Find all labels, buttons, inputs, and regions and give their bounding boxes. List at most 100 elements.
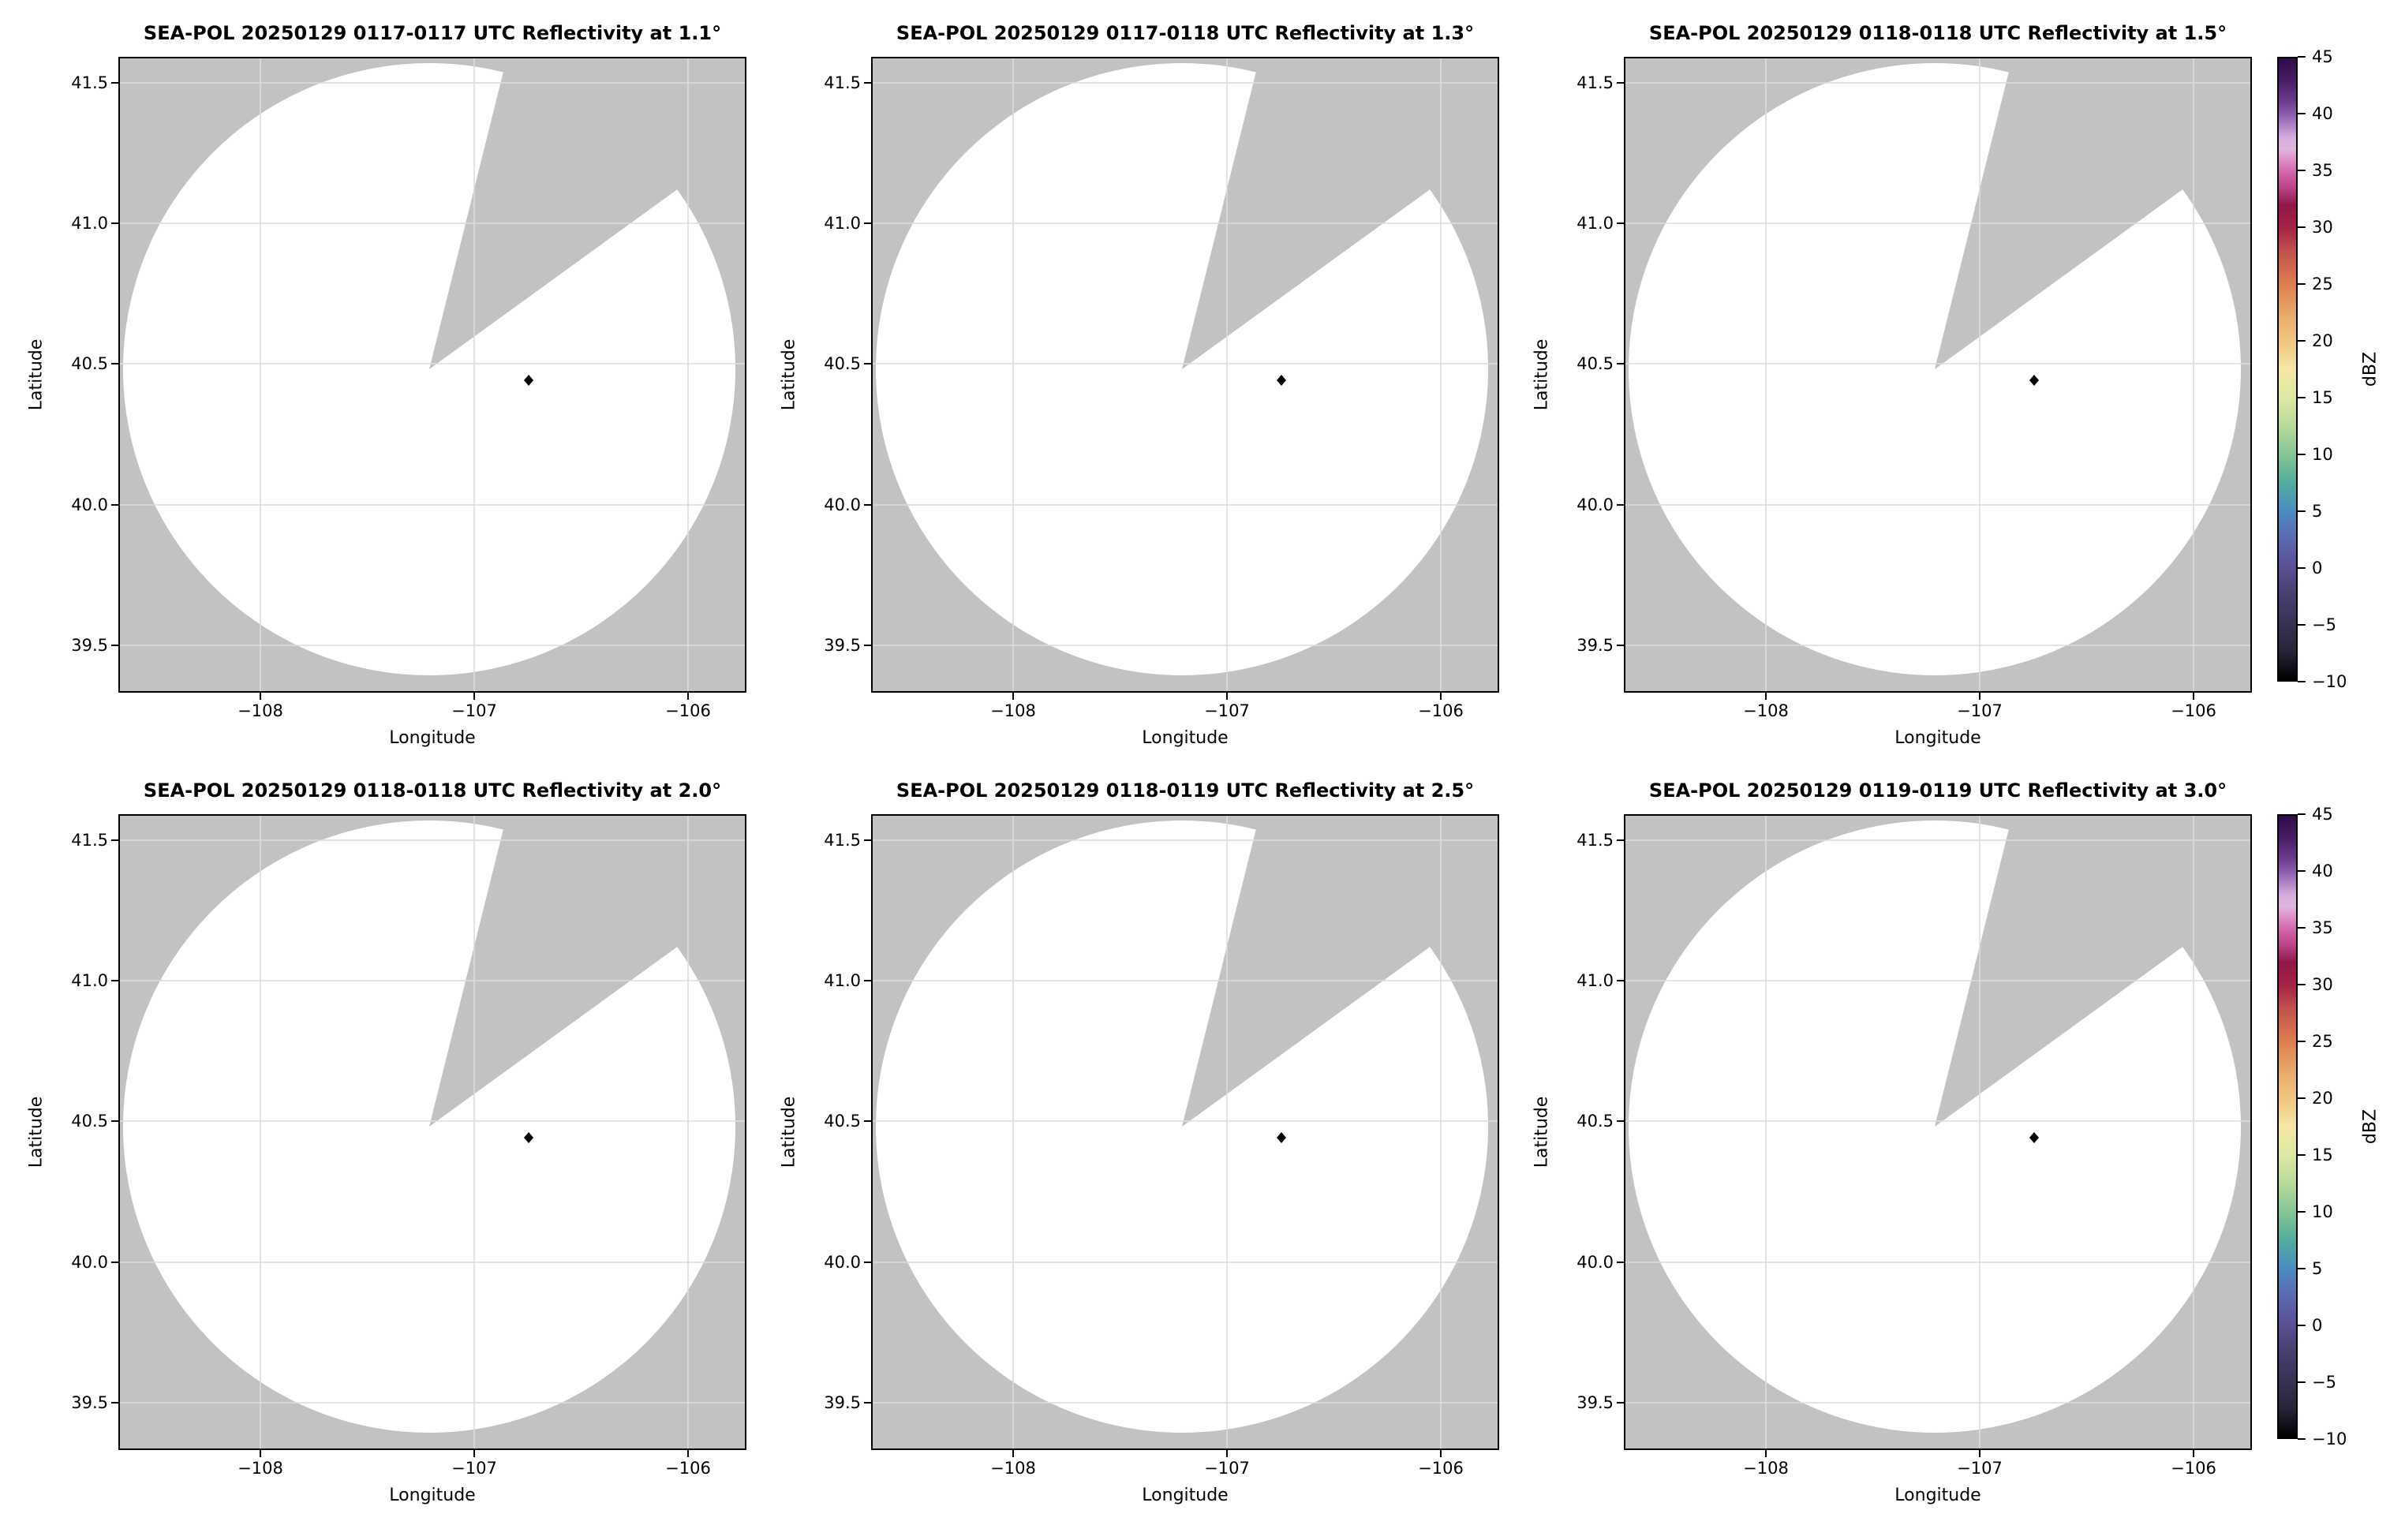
x-tick-label: −108: [1743, 1459, 1789, 1478]
colorbar-tick-label: 10: [2312, 1202, 2333, 1221]
colorbar-axis-label: dBZ: [2360, 1108, 2381, 1145]
axis-ticks: [864, 82, 1442, 700]
colorbar-tick-label: 30: [2312, 975, 2333, 994]
x-axis-label: Longitude: [1142, 728, 1229, 748]
y-tick-label: 41.0: [71, 214, 108, 233]
colorbar-tick-label: 5: [2312, 1259, 2323, 1278]
colorbar-tick: [2298, 927, 2306, 929]
y-tick-label: 40.5: [824, 354, 861, 373]
colorbar-tick-label: 30: [2312, 218, 2333, 237]
y-tick-label: 41.0: [824, 214, 861, 233]
y-tick-label: 41.5: [824, 73, 861, 92]
axes-frame: [118, 57, 746, 693]
x-tick-label: −108: [990, 701, 1036, 720]
colorbar-tick: [2298, 1154, 2306, 1156]
y-tick-label: 41.5: [71, 73, 108, 92]
panel-title: SEA-POL 20250129 0118-0119 UTC Reflectiv…: [896, 779, 1475, 802]
colorbar-tick-label: −5: [2312, 1373, 2336, 1392]
y-tick-label: 41.0: [1577, 971, 1614, 990]
y-tick-label: 39.5: [824, 1393, 861, 1412]
y-axis-label: Latitude: [26, 1096, 47, 1168]
colorbar-tick-label: 10: [2312, 445, 2333, 464]
grid-lines: [871, 57, 1499, 693]
colorbar-axis-label: dBZ: [2360, 351, 2381, 387]
x-tick-label: −108: [1743, 701, 1789, 720]
colorbar-tick-label: 20: [2312, 331, 2333, 350]
x-tick-label: −107: [1204, 701, 1250, 720]
panel-title: SEA-POL 20250129 0117-0118 UTC Reflectiv…: [896, 22, 1475, 44]
radar-site-marker: [1277, 1132, 1286, 1143]
y-tick-label: 40.0: [1577, 1253, 1614, 1272]
axis-ticks: [111, 839, 689, 1457]
colorbar-tick: [2298, 1211, 2306, 1213]
colorbar-tick: [2298, 510, 2306, 512]
axis-ticks: [111, 82, 689, 700]
y-axis-label: Latitude: [779, 1096, 799, 1168]
colorbar-tick: [2298, 454, 2306, 455]
x-tick-label: −106: [2171, 1459, 2216, 1478]
radar-ppi-plot: [111, 57, 746, 700]
axes-frame: [871, 814, 1499, 1450]
x-axis-label: Longitude: [1894, 1486, 1981, 1505]
radar-ppi-plot: [111, 814, 746, 1457]
y-tick-label: 40.0: [824, 495, 861, 514]
y-tick-label: 41.0: [824, 971, 861, 990]
missing-sector-wedge: [1182, 57, 1499, 369]
grid-lines: [118, 57, 746, 693]
radar-ppi-plot: [1617, 814, 2252, 1457]
y-tick-label: 41.5: [824, 831, 861, 850]
y-tick-label: 41.5: [71, 831, 108, 850]
y-tick-label: 40.5: [71, 1112, 108, 1131]
axis-ticks: [1617, 839, 2194, 1457]
colorbar-tick-label: 35: [2312, 918, 2333, 937]
colorbar-tick-label: 15: [2312, 388, 2333, 407]
y-tick-label: 39.5: [1577, 636, 1614, 655]
colorbar-tick-label: 35: [2312, 161, 2333, 180]
x-tick-label: −108: [238, 1459, 283, 1478]
x-tick-label: −107: [451, 1459, 497, 1478]
colorbar-tick: [2298, 984, 2306, 985]
colorbar-tick: [2298, 113, 2306, 114]
y-tick-label: 39.5: [71, 1393, 108, 1412]
colorbar-tick: [2298, 870, 2306, 872]
missing-sector-wedge: [1182, 814, 1499, 1127]
y-tick-label: 39.5: [824, 636, 861, 655]
colorbar-tick: [2298, 226, 2306, 228]
colorbar-tick: [2298, 397, 2306, 398]
panel-title: SEA-POL 20250129 0119-0119 UTC Reflectiv…: [1648, 779, 2227, 802]
y-tick-label: 40.5: [1577, 354, 1614, 373]
x-axis-label: Longitude: [389, 728, 476, 748]
colorbar-tick-label: 45: [2312, 805, 2333, 824]
x-tick-label: −107: [451, 701, 497, 720]
x-tick-label: −106: [1418, 701, 1464, 720]
y-tick-label: 40.0: [824, 1253, 861, 1272]
colorbar-tick-label: 40: [2312, 104, 2333, 123]
radar-site-marker: [524, 375, 533, 386]
panel-title: SEA-POL 20250129 0118-0118 UTC Reflectiv…: [143, 779, 722, 802]
missing-sector-wedge: [429, 814, 746, 1127]
colorbar-tick: [2298, 1041, 2306, 1042]
colorbar-tick-label: 40: [2312, 862, 2333, 880]
colorbar-gradient: [2277, 57, 2298, 682]
colorbar-tick-label: 20: [2312, 1089, 2333, 1108]
axes-frame: [871, 57, 1499, 693]
y-tick-label: 40.0: [71, 495, 108, 514]
x-tick-label: −106: [2171, 701, 2216, 720]
y-tick-label: 40.5: [824, 1112, 861, 1131]
colorbar-tick: [2298, 1325, 2306, 1326]
y-tick-label: 39.5: [71, 636, 108, 655]
y-tick-label: 41.0: [1577, 214, 1614, 233]
grid-lines: [118, 814, 746, 1450]
colorbar-tick: [2298, 340, 2306, 342]
radar-panel: SEA-POL 20250129 0119-0119 UTC Reflectiv…: [1532, 779, 2252, 1505]
radar-site-marker: [1277, 375, 1286, 386]
colorbar-tick-label: 45: [2312, 47, 2333, 66]
x-tick-label: −106: [1418, 1459, 1464, 1478]
grid-lines: [871, 814, 1499, 1450]
radar-ppi-plot: [1617, 57, 2252, 700]
radar-site-marker: [2029, 375, 2039, 386]
radar-panel: SEA-POL 20250129 0118-0118 UTC Reflectiv…: [27, 779, 746, 1505]
y-axis-label: Latitude: [26, 338, 47, 411]
colorbar-tick: [2298, 170, 2306, 171]
